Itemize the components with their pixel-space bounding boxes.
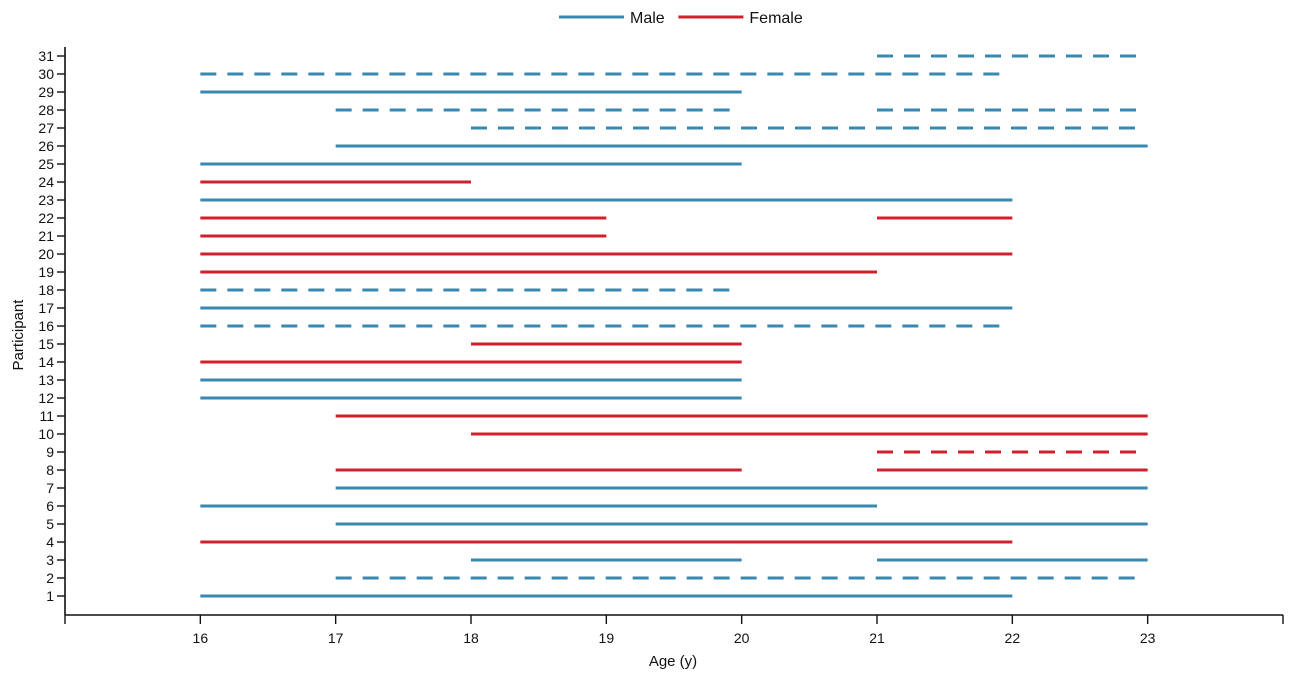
y-tick-label: 4	[46, 534, 54, 550]
y-tick-label: 10	[38, 426, 54, 442]
y-tick-label: 29	[38, 84, 54, 100]
y-tick-label: 12	[38, 390, 54, 406]
y-tick-label: 5	[46, 516, 54, 532]
legend: Male Female	[559, 10, 803, 27]
x-tick-label: 23	[1140, 630, 1156, 646]
x-axis-label: Age (y)	[649, 653, 697, 670]
y-tick-label: 2	[46, 570, 54, 586]
x-tick-label: 21	[869, 630, 885, 646]
y-tick-label: 20	[38, 246, 54, 262]
legend-label-female: Female	[749, 10, 802, 27]
y-tick-label: 19	[38, 264, 54, 280]
legend-label-male: Male	[630, 10, 665, 27]
x-tick-label: 22	[1005, 630, 1021, 646]
y-tick-label: 24	[38, 174, 54, 190]
y-tick-label: 21	[38, 228, 54, 244]
x-tick-label: 18	[463, 630, 479, 646]
y-tick-label: 22	[38, 210, 54, 226]
y-tick-label: 1	[46, 588, 54, 604]
y-tick-label: 14	[38, 354, 54, 370]
y-tick-label: 25	[38, 156, 54, 172]
y-tick-label: 15	[38, 336, 54, 352]
y-tick-label: 16	[38, 318, 54, 334]
y-tick-label: 30	[38, 66, 54, 82]
y-tick-label: 13	[38, 372, 54, 388]
x-tick-label: 20	[734, 630, 750, 646]
y-tick-label: 31	[38, 48, 54, 64]
x-tick-label: 16	[193, 630, 209, 646]
y-tick-label: 28	[38, 102, 54, 118]
y-tick-label: 27	[38, 120, 54, 136]
y-tick-label: 18	[38, 282, 54, 298]
y-tick-label: 7	[46, 480, 54, 496]
x-tick-label: 17	[328, 630, 344, 646]
y-tick-label: 23	[38, 192, 54, 208]
x-tick-label: 19	[599, 630, 615, 646]
y-axis-label: Participant	[10, 299, 27, 371]
axes-layer: 16 17 18 19 20 21 22 23123456789101112131415161…	[38, 47, 1284, 646]
y-tick-label: 6	[46, 498, 54, 514]
y-tick-label: 11	[39, 408, 54, 424]
y-tick-label: 3	[46, 552, 54, 568]
y-tick-label: 8	[46, 462, 54, 478]
y-tick-label: 9	[46, 444, 54, 460]
y-tick-label: 26	[38, 138, 54, 154]
y-tick-label: 17	[38, 300, 54, 316]
segments-layer	[200, 54, 1148, 598]
